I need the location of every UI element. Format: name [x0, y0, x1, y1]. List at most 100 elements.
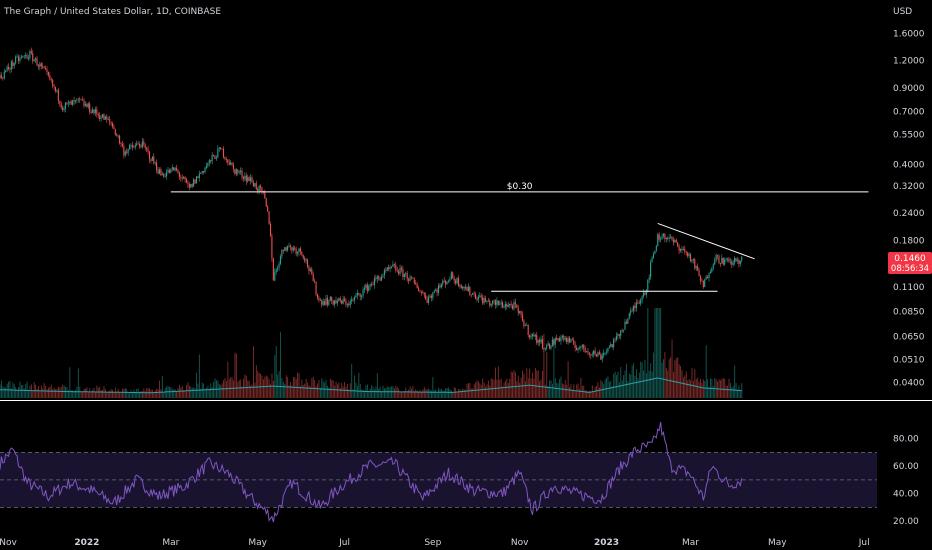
volume-bar [455, 387, 457, 398]
candle-body [382, 275, 384, 277]
candle-body [134, 145, 136, 148]
candle-body [403, 273, 405, 278]
candle-body [37, 65, 39, 67]
volume-bar [3, 387, 5, 398]
volume-bar [321, 378, 323, 398]
candle-body [184, 177, 186, 180]
candle-body [516, 304, 518, 309]
volume-bar [258, 372, 260, 398]
candle-body [166, 172, 168, 177]
candle-body [389, 267, 391, 269]
volume-bar [510, 371, 512, 398]
candle-body [571, 339, 573, 341]
candle-body [587, 351, 589, 353]
volume-bar [288, 385, 290, 398]
candle-body [264, 191, 266, 199]
volume-bar [153, 392, 155, 398]
candle-body [57, 90, 59, 101]
candle-body [100, 117, 102, 119]
volume-bar [264, 376, 266, 398]
candle-body [366, 284, 368, 291]
candle-body [418, 288, 420, 292]
candle-body [479, 295, 481, 297]
volume-bar [267, 376, 269, 398]
candle-body [711, 267, 713, 272]
rsi-panel[interactable] [0, 422, 877, 523]
candle-body [109, 119, 111, 122]
volume-bar [593, 390, 595, 398]
candle-body [195, 176, 198, 184]
candle-body [664, 233, 666, 240]
candle-body [671, 236, 673, 240]
candle-body [3, 71, 5, 79]
candle-body [329, 296, 331, 301]
time-axis-label: 2023 [594, 538, 619, 548]
candle-body [447, 280, 450, 282]
candle-body [615, 335, 618, 340]
candle-body [524, 325, 526, 327]
volume-bar [507, 383, 509, 398]
volume-bar [680, 365, 682, 398]
candle-body [345, 300, 347, 305]
candle-body [214, 155, 216, 159]
candle-body [338, 298, 340, 301]
symbol-title[interactable]: The Graph / United States Dollar, 1D, CO… [3, 7, 221, 17]
volume-bar [732, 386, 734, 398]
candle-body [150, 159, 152, 161]
volume-bar [272, 380, 274, 398]
volume-bar [116, 391, 118, 398]
volume-bar [204, 388, 206, 398]
candle-body [168, 170, 170, 173]
candle-body [705, 276, 707, 280]
volume-bar [566, 384, 568, 398]
candle-body [17, 56, 20, 62]
candle-body [193, 179, 195, 187]
volume-bar [317, 383, 318, 398]
volume-bar [230, 376, 232, 398]
volume-bar [442, 390, 444, 398]
candle-body [580, 346, 582, 349]
drawings[interactable]: $0.30 [170, 182, 869, 292]
volume-bar [450, 390, 452, 398]
candle-body [282, 249, 284, 251]
volume-bar [486, 384, 488, 398]
candle-body [440, 284, 442, 288]
volume-bar [114, 387, 116, 398]
volume-bar [463, 389, 465, 398]
candle-body [567, 338, 569, 343]
volume-bar [35, 384, 37, 398]
volume-bar [127, 393, 129, 398]
volume-bar [697, 377, 699, 398]
volume-bar [281, 378, 283, 398]
candle-body [371, 284, 373, 286]
volume-bar [422, 389, 424, 398]
volume-bar [28, 390, 29, 398]
volume-bar [141, 391, 143, 398]
volume-bar [198, 354, 200, 398]
candle-body [151, 156, 153, 161]
volume-bar [270, 384, 272, 398]
volume-bar [49, 386, 51, 398]
volume-bar [648, 370, 650, 398]
candle-body [413, 278, 415, 284]
candle-body [304, 258, 306, 261]
volume-bar [514, 372, 516, 398]
candles[interactable] [0, 47, 743, 363]
volume-bar [694, 369, 696, 398]
volume-bar [539, 381, 541, 398]
candle-body [624, 321, 626, 330]
candle-body [107, 119, 109, 120]
volume-bar [234, 352, 236, 398]
candle-body [86, 104, 88, 108]
candle-body [450, 272, 452, 280]
volume-bar [40, 385, 42, 398]
volume-bar [650, 363, 652, 398]
volume-bar [570, 384, 572, 398]
volume-bar [129, 392, 131, 398]
candle-body [289, 245, 291, 248]
price-axis-label: 0.0400 [893, 379, 925, 389]
volume-bar [180, 387, 182, 398]
volume-bar [290, 382, 291, 398]
volume-bar [250, 385, 252, 398]
